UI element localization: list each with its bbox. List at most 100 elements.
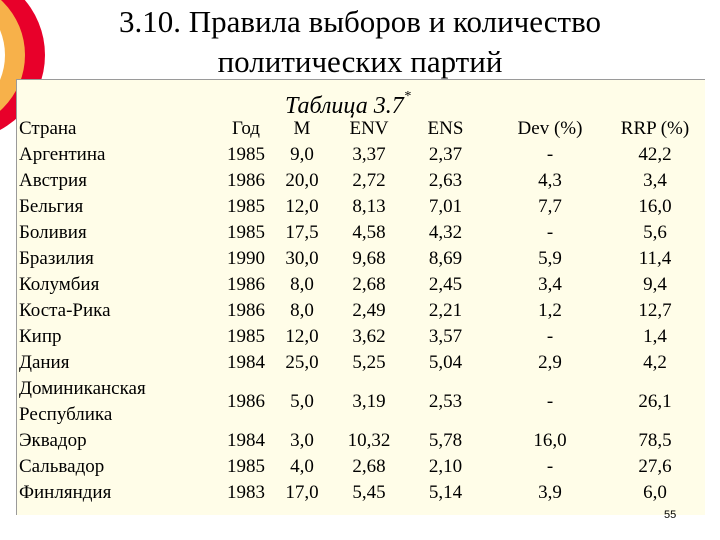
table-cell: 78,5 bbox=[638, 430, 672, 451]
table-cell: 16,0 bbox=[638, 196, 672, 217]
table-cell: 2,45 bbox=[428, 274, 463, 295]
country-cell: Бразилия bbox=[19, 248, 94, 269]
table-cell: 11,4 bbox=[638, 248, 672, 269]
table-cell: - bbox=[546, 391, 554, 412]
column-header: ENV bbox=[349, 118, 389, 139]
table-cell: 2,49 bbox=[352, 300, 386, 321]
table-cell: 2,9 bbox=[538, 352, 562, 373]
table-cell: 10,32 bbox=[347, 430, 391, 451]
table-cell: 5,6 bbox=[643, 222, 667, 243]
table-cell: 3,4 bbox=[538, 274, 562, 295]
country-cell: Доминиканская Республика bbox=[19, 376, 218, 428]
table-cell: 8,69 bbox=[428, 248, 463, 269]
table-cell: 3,62 bbox=[352, 326, 386, 347]
table-cell: 1986 bbox=[227, 274, 265, 295]
table-row: Эквадор 1984 3,0 10,32 5,78 16,0 78,5 bbox=[19, 428, 693, 454]
table-cell: 9,0 bbox=[290, 144, 314, 165]
table-cell: 5,25 bbox=[352, 352, 386, 373]
footnote-mark: * bbox=[403, 89, 411, 104]
table-cell: 2,63 bbox=[428, 170, 463, 191]
slide-title: 3.10. Правила выборов и количество полит… bbox=[40, 2, 680, 82]
table-cell: 12,0 bbox=[285, 196, 319, 217]
table-cell: 30,0 bbox=[285, 248, 319, 269]
table-cell: 4,58 bbox=[352, 222, 386, 243]
table-cell: 4,3 bbox=[538, 170, 562, 191]
table-cell: 17,0 bbox=[285, 482, 319, 503]
table-cell: 4,32 bbox=[428, 222, 463, 243]
country-cell: Австрия bbox=[19, 170, 87, 191]
column-header: Страна bbox=[19, 118, 77, 139]
slide-title-line1: 3.10. Правила выборов и количество bbox=[118, 4, 602, 39]
table-cell: 1985 bbox=[227, 326, 265, 347]
table-cell: 8,0 bbox=[290, 300, 314, 321]
column-header: M bbox=[293, 118, 311, 139]
table-cell: 1984 bbox=[227, 352, 265, 373]
table-cell: 1986 bbox=[227, 391, 265, 412]
table-cell: 1985 bbox=[227, 144, 265, 165]
table-cell: 5,9 bbox=[538, 248, 562, 269]
table-row: Кипр 1985 12,0 3,62 3,57 - 1,4 bbox=[19, 324, 693, 350]
table-cell: 1985 bbox=[227, 196, 265, 217]
table-header-row: Страна Год M ENV ENS Dev (%) RRP (%) bbox=[19, 116, 693, 142]
table-cell: 6,0 bbox=[643, 482, 667, 503]
table-caption-text: Таблица 3.7 bbox=[285, 93, 404, 119]
table-cell: - bbox=[546, 456, 554, 477]
table-row: Аргентина 1985 9,0 3,37 2,37 - 42,2 bbox=[19, 142, 693, 168]
table-row: Финляндия 1983 17,0 5,45 5,14 3,9 6,0 bbox=[19, 480, 693, 506]
table-cell: 25,0 bbox=[285, 352, 319, 373]
table-cell: 16,0 bbox=[533, 430, 567, 451]
country-cell: Аргентина bbox=[19, 144, 106, 165]
elections-table: Страна Год M ENV ENS Dev (%) RRP (%) Арг… bbox=[19, 116, 693, 506]
table-cell: 3,57 bbox=[428, 326, 463, 347]
table-cell: 1990 bbox=[227, 248, 265, 269]
table-cell: 7,7 bbox=[538, 196, 562, 217]
table-cell: 3,37 bbox=[352, 144, 386, 165]
country-name-part: Доминиканская bbox=[19, 378, 146, 399]
country-cell: Колумбия bbox=[19, 274, 100, 295]
country-cell: Кипр bbox=[19, 326, 62, 347]
table-cell: 3,0 bbox=[290, 430, 314, 451]
table-cell: 5,78 bbox=[428, 430, 463, 451]
table-cell: 2,53 bbox=[428, 391, 463, 412]
table-cell: 3,19 bbox=[352, 391, 386, 412]
table-cell: 8,0 bbox=[290, 274, 314, 295]
table-row: Австрия 1986 20,0 2,72 2,63 4,3 3,4 bbox=[19, 168, 693, 194]
table-cell: 2,68 bbox=[352, 274, 386, 295]
table-row: Коста-Рика 1986 8,0 2,49 2,21 1,2 12,7 bbox=[19, 298, 693, 324]
table-cell: 1983 bbox=[227, 482, 265, 503]
slide-title-line2: политических партий bbox=[217, 44, 503, 79]
table-row: Колумбия 1986 8,0 2,68 2,45 3,4 9,4 bbox=[19, 272, 693, 298]
table-cell: 12,0 bbox=[285, 326, 319, 347]
table-cell: 2,68 bbox=[352, 456, 386, 477]
column-header: RRP (%) bbox=[620, 118, 690, 139]
table-row: Дания 1984 25,0 5,25 5,04 2,9 4,2 bbox=[19, 350, 693, 376]
table-cell: 1986 bbox=[227, 170, 265, 191]
table-cell: 17,5 bbox=[285, 222, 319, 243]
table-cell: 1,2 bbox=[538, 300, 562, 321]
table-cell: 3,9 bbox=[538, 482, 562, 503]
table-cell: 5,04 bbox=[428, 352, 463, 373]
table-cell: 4,0 bbox=[290, 456, 314, 477]
country-cell: Коста-Рика bbox=[19, 300, 111, 321]
table-cell: - bbox=[546, 326, 554, 347]
table-cell: 8,13 bbox=[352, 196, 386, 217]
table-cell: 1985 bbox=[227, 456, 265, 477]
table-panel bbox=[16, 79, 705, 515]
table-cell: - bbox=[546, 144, 554, 165]
table-row: Бельгия 1985 12,0 8,13 7,01 7,7 16,0 bbox=[19, 194, 693, 220]
country-cell: Дания bbox=[19, 352, 70, 373]
table-cell: - bbox=[546, 222, 554, 243]
page-number: 55 bbox=[664, 509, 677, 521]
table-row: Доминиканская Республика 1986 5,0 3,19 2,53 - 2… bbox=[19, 376, 693, 428]
table-cell: 2,72 bbox=[352, 170, 386, 191]
table-cell: 20,0 bbox=[285, 170, 319, 191]
table-cell: 9,68 bbox=[352, 248, 386, 269]
table-cell: 2,37 bbox=[428, 144, 463, 165]
column-header: ENS bbox=[427, 118, 464, 139]
table-cell: 1986 bbox=[227, 300, 265, 321]
table-cell: 1985 bbox=[227, 222, 265, 243]
table-cell: 5,45 bbox=[352, 482, 386, 503]
table-cell: 42,2 bbox=[638, 144, 672, 165]
table-cell: 2,10 bbox=[428, 456, 463, 477]
country-cell: Бельгия bbox=[19, 196, 84, 217]
